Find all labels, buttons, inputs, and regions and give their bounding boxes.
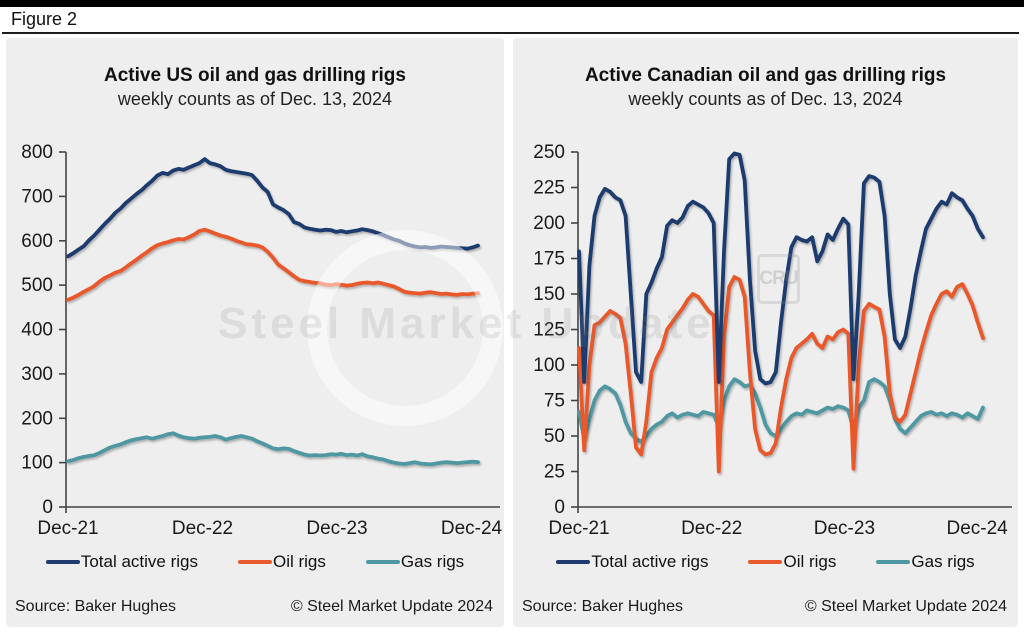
svg-text:800: 800: [21, 142, 53, 163]
svg-text:400: 400: [21, 320, 53, 341]
legend-label-gas-rigs: Gas rigs: [400, 552, 465, 571]
legend-item-oil-rigs: Oil rigs: [237, 552, 326, 572]
us-panel-footer: Source: Baker Hughes © Steel Market Upda…: [15, 598, 493, 616]
header-divider: [2, 32, 1019, 34]
top-black-bar: [0, 0, 1024, 7]
canada-rigs-line-chart: 0 25 50 75 100 125 150 175 200 225 250 Dec-21 Dec-22…: [533, 142, 1012, 539]
svg-text:Dec-24: Dec-24: [441, 518, 503, 539]
svg-text:50: 50: [544, 426, 565, 447]
copyright-text: © Steel Market Update 2024: [804, 598, 1007, 615]
canada-chart-subtitle: weekly counts as of Dec. 13, 2024: [628, 89, 903, 109]
svg-text:Dec-21: Dec-21: [548, 518, 609, 539]
svg-text:Dec-23: Dec-23: [814, 518, 875, 539]
figure-label: Figure 2: [11, 9, 78, 29]
svg-text:300: 300: [21, 364, 53, 385]
us-chart-subtitle: weekly counts as of Dec. 13, 2024: [117, 89, 393, 109]
svg-text:100: 100: [21, 453, 53, 474]
legend-item-total-rigs: Total active rigs: [556, 552, 708, 572]
svg-text:600: 600: [21, 231, 53, 252]
svg-text:Dec-24: Dec-24: [946, 518, 1008, 539]
svg-text:200: 200: [21, 408, 53, 429]
legend-item-gas-rigs: Gas rigs: [365, 552, 465, 572]
source-text: Source: Baker Hughes: [15, 598, 176, 615]
legend-item-oil-rigs: Oil rigs: [748, 552, 836, 572]
legend-label-oil-rigs: Oil rigs: [272, 552, 326, 571]
svg-text:200: 200: [533, 213, 565, 234]
canada-chart-legend: Total active rigs Oil rigs Gas rigs: [513, 552, 1018, 572]
us-chart-legend: Total active rigs Oil rigs Gas rigs: [6, 552, 504, 572]
panel-us-rigs: Active US oil and gas drilling rigs week…: [6, 38, 504, 627]
svg-text:125: 125: [533, 320, 565, 341]
svg-text:500: 500: [21, 275, 53, 296]
canada-panel-footer: Source: Baker Hughes © Steel Market Upda…: [522, 598, 1007, 616]
legend-label-total-rigs: Total active rigs: [591, 552, 709, 571]
svg-text:175: 175: [533, 249, 565, 270]
total-rigs-line-swatch: [556, 559, 591, 565]
source-text: Source: Baker Hughes: [522, 598, 683, 615]
svg-text:Dec-23: Dec-23: [306, 518, 367, 539]
oil-rigs-line-swatch: [237, 559, 272, 565]
canada-chart-title: Active Canadian oil and gas drilling rig…: [584, 65, 947, 86]
total-rigs-line-swatch: [45, 559, 80, 565]
legend-label-gas-rigs: Gas rigs: [911, 552, 975, 571]
svg-text:0: 0: [42, 497, 53, 518]
svg-text:Dec-22: Dec-22: [172, 518, 233, 539]
legend-item-gas-rigs: Gas rigs: [876, 552, 975, 572]
svg-text:Dec-22: Dec-22: [681, 518, 742, 539]
svg-text:Dec-21: Dec-21: [37, 518, 98, 539]
us-chart-title: Active US oil and gas drilling rigs: [104, 65, 406, 86]
svg-text:250: 250: [533, 142, 565, 163]
legend-label-oil-rigs: Oil rigs: [783, 552, 837, 571]
svg-text:700: 700: [21, 186, 53, 207]
svg-text:225: 225: [533, 178, 565, 199]
copyright-text: © Steel Market Update 2024: [290, 598, 493, 615]
svg-text:0: 0: [554, 497, 565, 518]
gas-rigs-line-swatch: [365, 559, 400, 565]
svg-text:25: 25: [544, 462, 565, 483]
panel-canada-rigs: Active Canadian oil and gas drilling rig…: [513, 38, 1018, 627]
legend-item-total-rigs: Total active rigs: [45, 552, 198, 572]
legend-label-total-rigs: Total active rigs: [80, 552, 198, 571]
us-rigs-line-chart: 0 100 200 300 400 500 600 700 800 Dec-21 Dec-22 Dec…: [21, 142, 503, 539]
svg-text:100: 100: [533, 355, 565, 376]
svg-text:75: 75: [544, 391, 565, 412]
gas-rigs-line-swatch: [876, 559, 911, 565]
oil-rigs-line-swatch: [748, 559, 783, 565]
svg-text:150: 150: [533, 284, 565, 305]
